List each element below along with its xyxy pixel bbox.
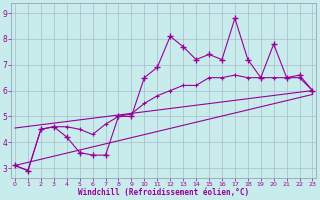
X-axis label: Windchill (Refroidissement éolien,°C): Windchill (Refroidissement éolien,°C) [78,188,249,197]
